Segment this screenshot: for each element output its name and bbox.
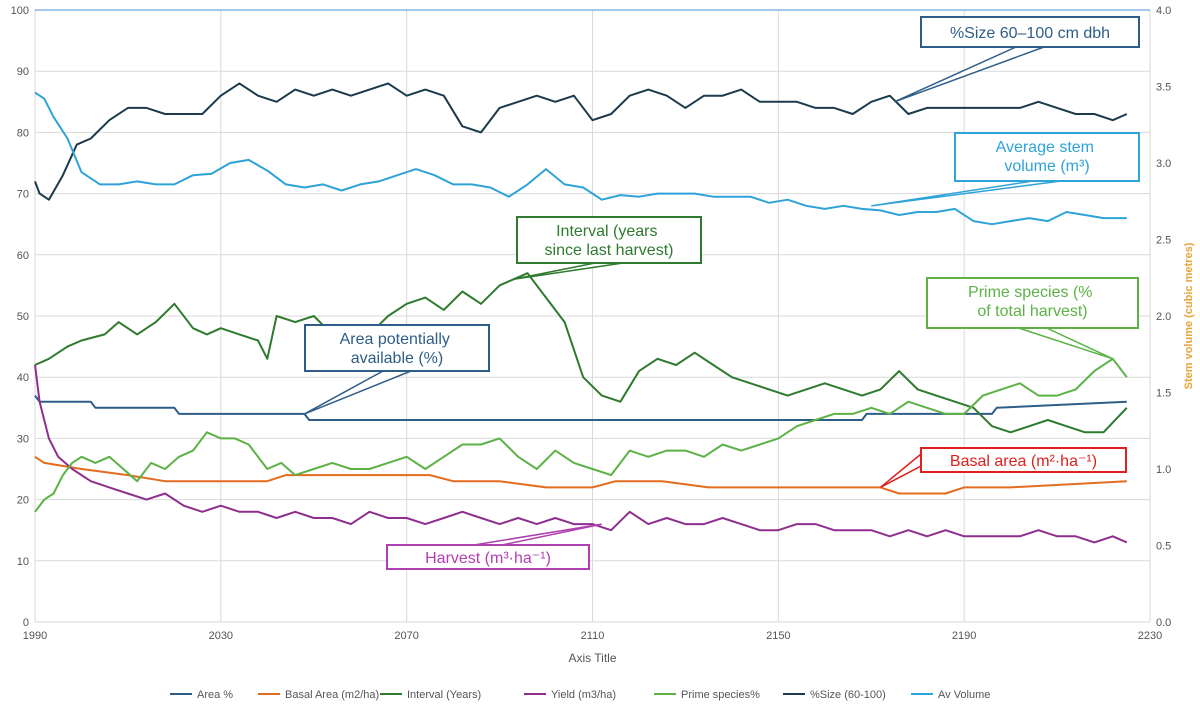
avg-volume-callout-box [954, 132, 1140, 182]
y-tick-label: 70 [17, 189, 29, 201]
y2-tick-label: 2.0 [1156, 311, 1171, 323]
size-callout-text: %Size 60–100 cm dbh [950, 25, 1110, 42]
y2-axis-title: Stem volume (cubic metres) [1183, 242, 1195, 389]
series-line-3 [34, 364, 1128, 544]
size-callout-box [920, 16, 1140, 48]
harvest-callout-box [386, 544, 590, 570]
y-tick-label: 60 [17, 250, 29, 262]
y-tick-label: 20 [17, 495, 29, 507]
y-tick-label: 80 [17, 127, 29, 139]
y2-tick-label: 3.0 [1156, 158, 1171, 170]
legend-label: Yield (m3/ha) [551, 689, 616, 701]
legend-label: Prime species% [681, 689, 760, 701]
y-tick-label: 100 [11, 5, 29, 17]
series-line-2 [34, 272, 1128, 434]
x-tick-label: 2190 [952, 630, 976, 642]
legend-label: Av Volume [938, 689, 990, 701]
avg-volume-callout-text: Average stem volume (m³) [996, 139, 1099, 175]
harvest-callout-text: Harvest (m³·ha⁻¹) [425, 550, 551, 567]
x-tick-label: 1990 [23, 630, 47, 642]
x-axis-title: Axis Title [568, 651, 616, 665]
series-group [34, 82, 1128, 544]
prime-callout-text: Prime species (% of total harvest) [968, 284, 1097, 320]
legend: Area % Basal Area (m2/ha) Interval (Years)… [170, 689, 990, 701]
basal-callout-box [920, 447, 1127, 473]
y-tick-label: 10 [17, 556, 29, 568]
y2-tick-label: 1.5 [1156, 388, 1171, 400]
y-tick-label: 50 [17, 311, 29, 323]
legend-label: Interval (Years) [407, 689, 481, 701]
basal-callout-text: Basal area (m²·ha⁻¹) [950, 453, 1097, 470]
legend-label: %Size (60-100) [810, 689, 886, 701]
y2-tick-label: 2.5 [1156, 235, 1171, 247]
y2-tick-label: 4.0 [1156, 5, 1171, 17]
series-line-5 [34, 82, 1128, 201]
y-tick-label: 90 [17, 66, 29, 78]
x-tick-label: 2110 [581, 630, 605, 642]
callouts: %Size 60–100 cm dbh Average stem volume (… [304, 16, 1140, 570]
y2-tick-label: 3.5 [1156, 82, 1171, 94]
interval-callout-box [516, 216, 702, 264]
y-tick-label: 40 [17, 372, 29, 384]
area-callout-text: Area potentially available (%) [340, 331, 455, 367]
y-tick-label: 0 [23, 617, 29, 629]
x-tick-label: 2230 [1138, 630, 1162, 642]
y2-tick-label: 0.5 [1156, 541, 1171, 553]
x-tick-label: 2030 [209, 630, 233, 642]
x-tick-label: 2150 [766, 630, 790, 642]
prime-callout-box [926, 277, 1139, 329]
area-callout-box [304, 324, 490, 372]
y2-tick-label: 1.0 [1156, 464, 1171, 476]
x-tick-label: 2070 [394, 630, 418, 642]
y-tick-label: 30 [17, 433, 29, 445]
y2-tick-label: 0.0 [1156, 617, 1171, 629]
series-line-1 [34, 455, 1127, 495]
legend-label: Area % [197, 689, 233, 701]
interval-callout-text: Interval (years since last harvest) [545, 223, 674, 259]
legend-label: Basal Area (m2/ha) [285, 689, 379, 701]
series-line-6 [34, 91, 1127, 226]
series-line-4 [34, 357, 1128, 513]
